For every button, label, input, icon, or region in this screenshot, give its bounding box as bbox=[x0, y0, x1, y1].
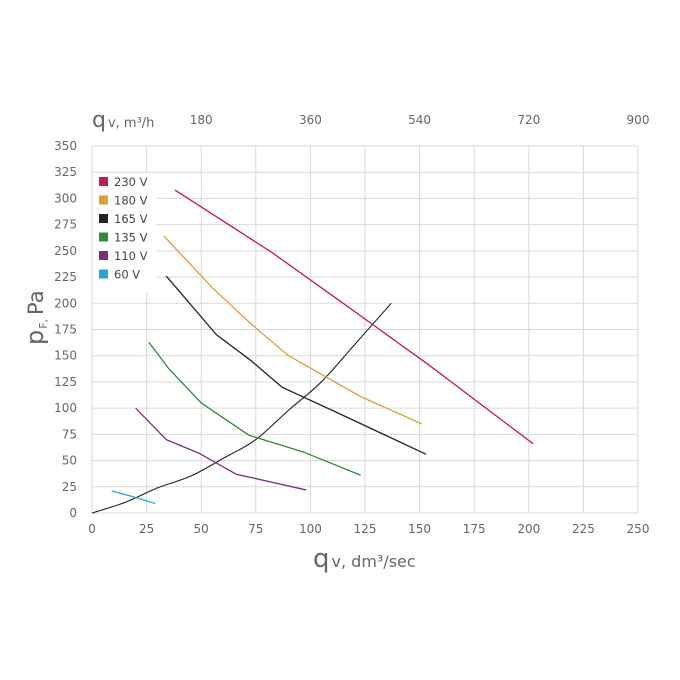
legend-label: 60 V bbox=[114, 268, 140, 282]
top-tick-label: 180 bbox=[190, 113, 213, 127]
top-axis-label-sub: v, m³/h bbox=[108, 116, 154, 131]
y-tick-label: 275 bbox=[54, 218, 77, 232]
y-tick-label: 125 bbox=[54, 375, 77, 389]
y-tick-label: 350 bbox=[54, 139, 77, 153]
x-axis-label: q v, dm³/sec bbox=[313, 544, 416, 574]
x-axis-label-main: q bbox=[313, 544, 330, 574]
x-tick-label: 100 bbox=[299, 522, 322, 536]
legend-label: 135 V bbox=[114, 231, 148, 245]
legend: 230 V 180 V 165 V 135 V 110 V 60 V bbox=[99, 175, 148, 282]
top-tick-label: 900 bbox=[627, 113, 650, 127]
x-tick-label: 125 bbox=[354, 522, 377, 536]
x-axis-ticks: 0 25 50 75 100 125 150 175 200 225 250 bbox=[88, 522, 649, 536]
top-axis-label: q v, m³/h bbox=[92, 108, 154, 133]
legend-swatch bbox=[99, 232, 108, 242]
system-curve-layer bbox=[91, 302, 392, 514]
y-axis-ticks: 0 25 50 75 100 125 150 175 200 225 250 275 300 325 350 bbox=[54, 139, 77, 520]
x-tick-label: 75 bbox=[248, 522, 263, 536]
y-axis-label-sub: F, bbox=[37, 319, 50, 329]
legend-label: 165 V bbox=[114, 212, 148, 226]
system-curve bbox=[91, 302, 392, 514]
y-tick-label: 0 bbox=[69, 506, 77, 520]
top-tick-label: 360 bbox=[299, 113, 322, 127]
y-tick-label: 300 bbox=[54, 191, 77, 205]
legend-swatch bbox=[99, 177, 108, 186]
y-axis-label: pF, Pa bbox=[21, 290, 50, 345]
x-tick-label: 25 bbox=[139, 522, 154, 536]
series-line-230v bbox=[174, 189, 534, 445]
legend-label: 110 V bbox=[114, 249, 148, 263]
y-tick-label: 25 bbox=[62, 480, 77, 494]
legend-label: 180 V bbox=[114, 194, 148, 208]
y-tick-label: 100 bbox=[54, 401, 77, 415]
series-line-60v bbox=[111, 490, 156, 505]
top-axis-ticks: 180 360 540 720 900 bbox=[190, 113, 650, 127]
x-tick-label: 175 bbox=[463, 522, 486, 536]
series-line-165v bbox=[165, 275, 427, 455]
y-tick-label: 150 bbox=[54, 349, 77, 363]
x-tick-label: 50 bbox=[194, 522, 209, 536]
legend-swatch bbox=[99, 214, 108, 223]
y-axis-label-unit: Pa bbox=[24, 290, 48, 315]
x-tick-label: 0 bbox=[88, 522, 96, 536]
series-layer bbox=[111, 189, 534, 505]
y-tick-label: 175 bbox=[54, 323, 77, 337]
series-line-180v bbox=[163, 235, 423, 425]
y-tick-label: 225 bbox=[54, 270, 77, 284]
top-tick-label: 720 bbox=[517, 113, 540, 127]
x-tick-label: 250 bbox=[627, 522, 650, 536]
x-axis-label-sub: v, dm³/sec bbox=[332, 552, 416, 571]
grid-lines bbox=[91, 145, 639, 514]
y-tick-label: 75 bbox=[62, 427, 77, 441]
y-tick-label: 325 bbox=[54, 165, 77, 179]
top-axis-label-main: q bbox=[92, 108, 106, 133]
series-line-110v bbox=[135, 407, 307, 491]
y-tick-label: 50 bbox=[62, 454, 77, 468]
x-tick-label: 150 bbox=[408, 522, 431, 536]
y-tick-label: 250 bbox=[54, 244, 77, 258]
x-tick-label: 225 bbox=[572, 522, 595, 536]
y-axis-label-main: p bbox=[21, 330, 49, 345]
legend-swatch bbox=[99, 269, 108, 279]
legend-label: 230 V bbox=[114, 175, 148, 189]
legend-swatch bbox=[99, 195, 108, 205]
y-tick-label: 200 bbox=[54, 296, 77, 310]
x-tick-label: 200 bbox=[517, 522, 540, 536]
legend-swatch bbox=[99, 251, 108, 260]
top-tick-label: 540 bbox=[408, 113, 431, 127]
series-line-135v bbox=[148, 341, 361, 476]
